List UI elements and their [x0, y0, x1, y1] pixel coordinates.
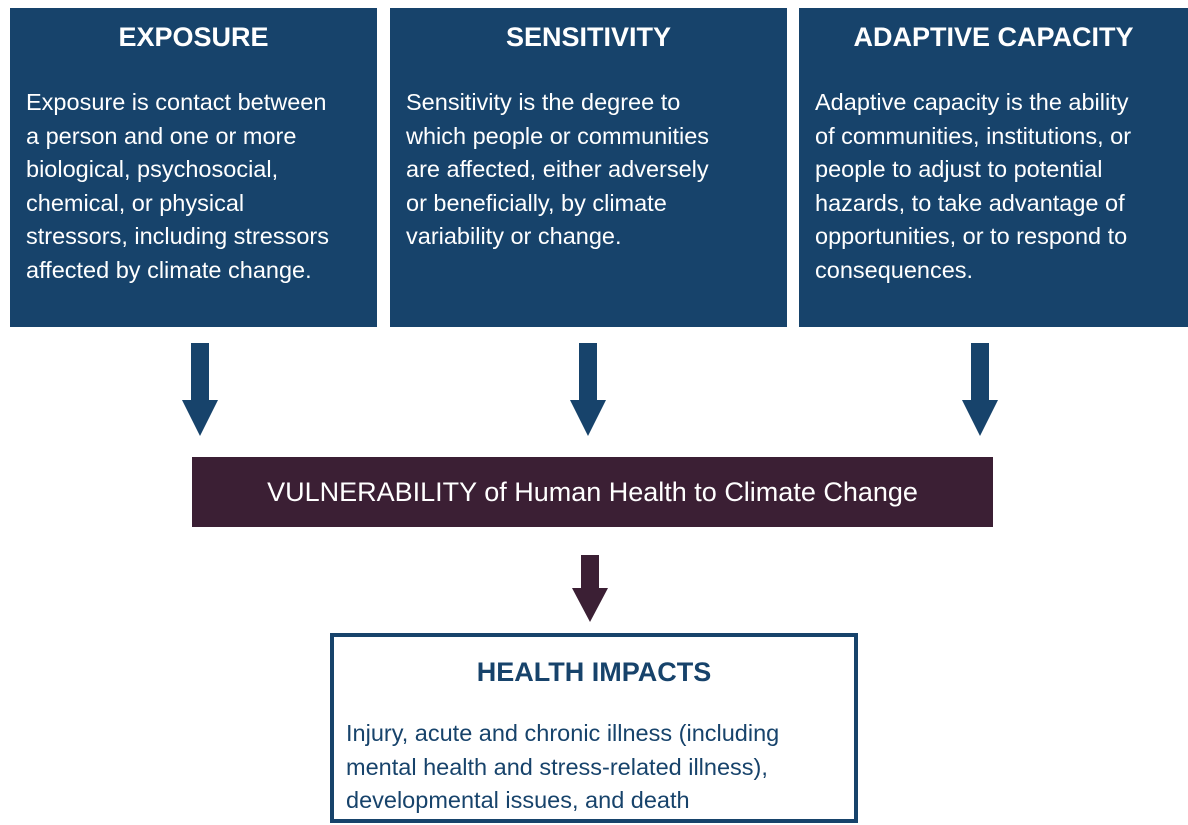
text-line: chemical, or physical	[26, 189, 245, 216]
box-title: EXPOSURE	[118, 22, 269, 52]
text-line: affected by climate change.	[26, 256, 312, 283]
box-title: HEALTH IMPACTS	[476, 657, 712, 687]
vulnerability-rest: of Human Health to Climate Change	[484, 477, 918, 507]
text-line: a person and one or more	[26, 122, 297, 149]
arrow	[570, 343, 606, 436]
vulnerability-lead: VULNERABILITY	[267, 477, 477, 507]
text-line: variability or change.	[406, 223, 622, 249]
sensitivity-box: SENSITIVITY Sensitivity is the degree to…	[390, 8, 787, 327]
arrow	[962, 343, 998, 436]
text-line: hazards, to take advantage of	[815, 189, 1125, 216]
text-line: Sensitivity is the degree to	[406, 89, 681, 115]
text-line: mental health and stress-related illness…	[346, 753, 768, 780]
box-body: Injury, acute and chronic illness (inclu…	[334, 707, 854, 818]
text-line: opportunities, or to respond to	[815, 223, 1128, 249]
box-body: Sensitivity is the degree to which people…	[390, 72, 787, 254]
text-line: which people or communities	[406, 122, 710, 149]
box-body: Adaptive capacity is the ability of commu…	[799, 72, 1188, 287]
box-title: SENSITIVITY	[505, 22, 672, 52]
text-line: of communities, institutions, or	[815, 122, 1132, 149]
text-line: stressors, including stressors	[26, 223, 329, 249]
vulnerability-box: VULNERABILITY of Human Health to Climate…	[192, 457, 993, 527]
text-line: consequences.	[815, 256, 974, 283]
text-line: Exposure is contact between	[26, 89, 327, 115]
arrow	[572, 555, 608, 622]
text-line: or beneficially, by climate	[406, 189, 667, 216]
text-line: people to adjust to potential	[815, 156, 1103, 182]
text-line: are affected, either adversely	[406, 156, 709, 182]
text-line: Injury, acute and chronic illness (inclu…	[346, 720, 780, 746]
blue-arrows	[182, 343, 998, 436]
arrow	[182, 343, 218, 436]
box-title: ADAPTIVE CAPACITY	[853, 22, 1134, 52]
exposure-box: EXPOSURE Exposure is contact between a pe…	[10, 8, 377, 327]
box-body: Exposure is contact between a person and …	[10, 72, 377, 287]
health-impacts-box: HEALTH IMPACTS Injury, acute and chronic…	[330, 633, 858, 823]
text-line: developmental issues, and death	[346, 787, 690, 813]
text-line: Adaptive capacity is the ability	[815, 89, 1129, 115]
text-line: biological, psychosocial,	[26, 156, 279, 182]
adaptive-capacity-box: ADAPTIVE CAPACITY Adaptive capacity is t…	[799, 8, 1188, 327]
